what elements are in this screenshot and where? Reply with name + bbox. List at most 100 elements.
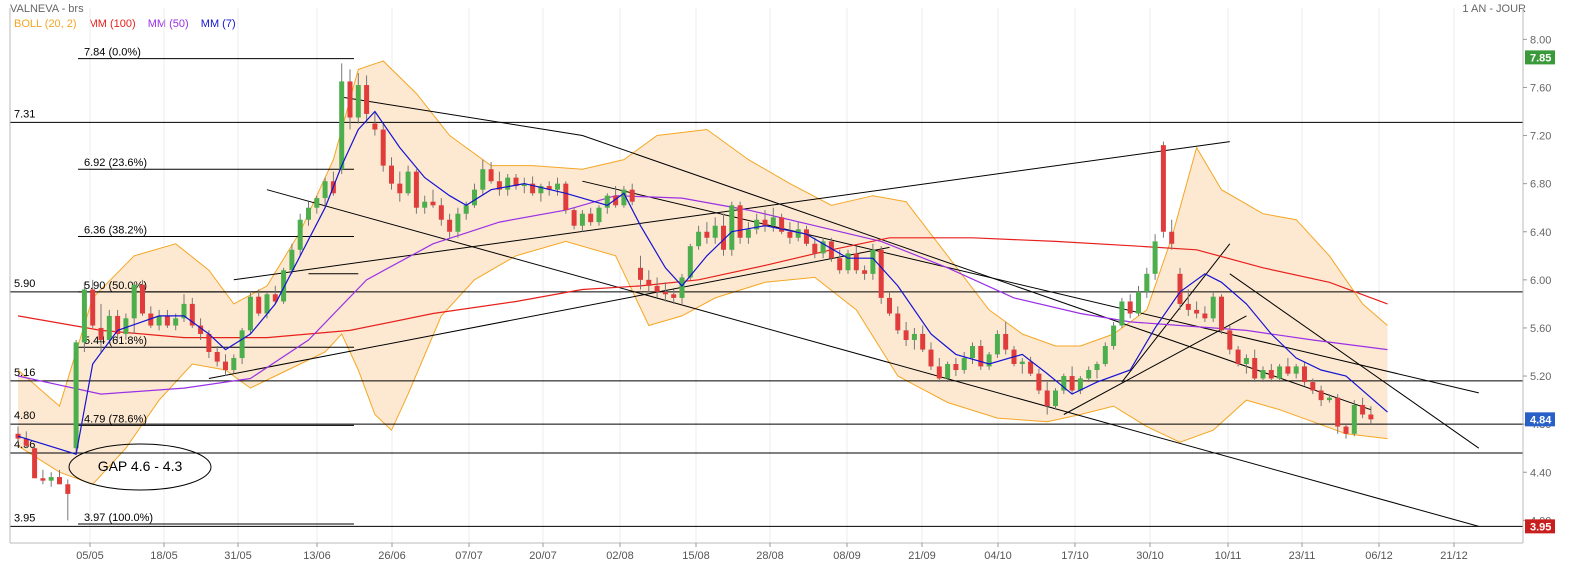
candle-body [1268, 370, 1274, 379]
candle-body [1185, 303, 1191, 310]
x-tick-label: 13/06 [303, 550, 331, 562]
candle-body [970, 345, 975, 359]
candle-body [687, 246, 693, 278]
candle-body [48, 477, 54, 481]
candle-body [372, 123, 378, 130]
y-tick-label: 7.60 [1530, 82, 1551, 94]
x-tick-label: 06/12 [1365, 550, 1393, 562]
y-tick-label: 7.20 [1530, 131, 1551, 143]
candle-body [787, 231, 793, 238]
candle-body [455, 213, 461, 232]
price-tag-label: 4.84 [1530, 414, 1552, 426]
legend-ma50: MM (50) [147, 18, 189, 30]
candle-body [413, 171, 419, 208]
x-tick-label: 08/09 [833, 550, 861, 562]
candle-body [496, 181, 502, 190]
candle-body [272, 294, 278, 302]
price-tag [1525, 50, 1555, 65]
candle-body [629, 189, 635, 202]
candle-body [339, 81, 345, 170]
candle-body [90, 289, 96, 326]
candle-body [1044, 390, 1050, 407]
candle-body [247, 296, 253, 331]
candle-body [430, 201, 436, 206]
gap-ellipse [68, 443, 212, 491]
x-tick-label: 10/11 [1215, 550, 1242, 562]
candle-body [148, 313, 154, 326]
candle-body [1053, 390, 1058, 407]
candle-body [994, 333, 1000, 355]
candle-body [480, 169, 486, 190]
x-tick-label: 21/12 [1440, 550, 1468, 562]
candle-body [1177, 273, 1183, 304]
candle-body [911, 333, 917, 340]
x-tick-label: 30/10 [1136, 550, 1164, 562]
candle-body [472, 189, 477, 206]
trend-line [1121, 243, 1231, 383]
legend-ma100: MM (100) [88, 18, 136, 30]
legend: BOLL (20, 2) MM (100) MM (50) MM (7) [14, 18, 245, 30]
candle-body [1310, 382, 1316, 391]
candle-body [314, 198, 320, 208]
candle-body [488, 169, 494, 182]
candle-body [98, 327, 104, 340]
candle-body [40, 478, 46, 481]
candle-body [770, 217, 776, 226]
candle-body [164, 315, 170, 326]
candle-body [579, 213, 585, 226]
x-tick-label: 21/09 [908, 550, 936, 562]
fibonacci-label: 3.97 (100.0%) [84, 512, 153, 524]
bollinger-lower [17, 240, 1388, 485]
x-tick-label: 17/10 [1061, 550, 1089, 562]
y-tick-label: 5.60 [1530, 323, 1551, 335]
candle-body [189, 303, 195, 326]
candle-body [1202, 313, 1208, 319]
candle-body [1277, 366, 1283, 379]
ma7-line [17, 110, 1388, 455]
fibonacci-label: 4.79 (78.6%) [84, 413, 147, 425]
candle-body [696, 231, 702, 247]
candle-body [1019, 361, 1025, 365]
candle-body [903, 330, 909, 340]
candle-body [870, 249, 876, 274]
candle-body [762, 219, 768, 226]
candle-body [389, 165, 394, 184]
candle-body [729, 205, 735, 250]
candle-body [1260, 370, 1266, 379]
fibonacci-label: 6.92 (23.6%) [84, 157, 147, 169]
candle-body [878, 249, 884, 298]
trend-line [1063, 315, 1247, 415]
candle-body [405, 171, 411, 194]
candle-body [1152, 241, 1158, 274]
candle-body [679, 277, 685, 298]
chart-period[interactable]: 1 AN - JOUR [1462, 3, 1526, 15]
fibonacci-label: 7.84 (0.0%) [84, 47, 141, 59]
candle-body [231, 358, 237, 371]
candle-body [961, 358, 967, 371]
x-tick-label: 05/05 [76, 550, 104, 562]
price-tag [1525, 519, 1555, 534]
candle-body [380, 129, 386, 166]
candle-body [546, 186, 552, 190]
candle-body [571, 210, 577, 226]
candle-body [563, 183, 569, 211]
candle-body [447, 219, 453, 232]
candle-body [32, 448, 38, 479]
candle-body [662, 291, 668, 295]
candle-body [1210, 296, 1216, 319]
candle-body [463, 205, 469, 214]
candle-body [671, 294, 677, 298]
trend-line [1229, 273, 1480, 449]
candle-body [704, 231, 710, 238]
candle-body [862, 270, 868, 274]
candle-body [1094, 364, 1100, 371]
candle-body [978, 345, 984, 367]
x-tick-label: 26/06 [378, 550, 406, 562]
price-tag-label: 3.95 [1530, 521, 1551, 533]
candle-body [779, 217, 785, 232]
candle-body [945, 364, 951, 379]
candle-body [1335, 397, 1341, 427]
candle-body [1293, 366, 1299, 374]
candle-body [1326, 397, 1332, 401]
